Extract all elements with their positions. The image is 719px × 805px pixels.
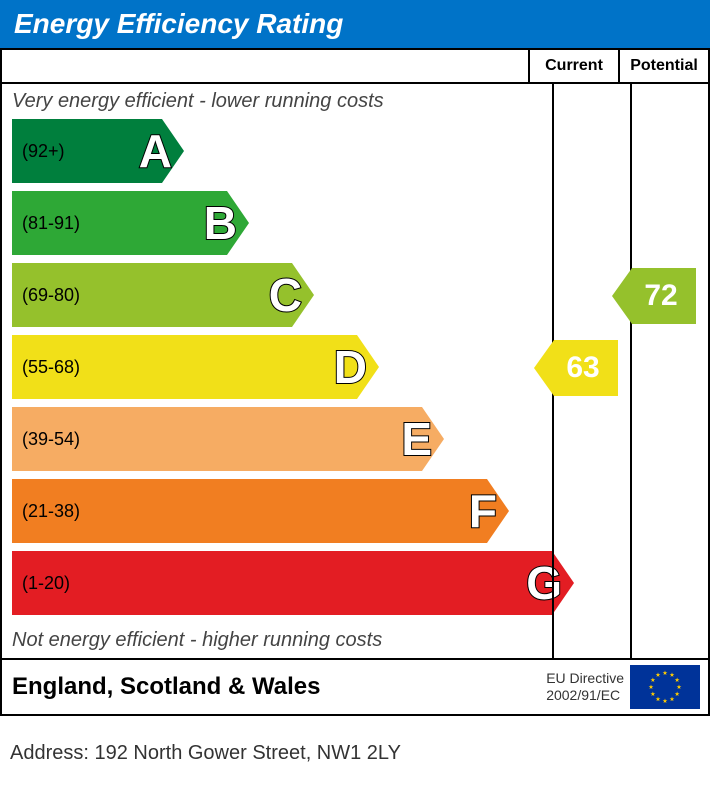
- band-c: (69-80) C: [12, 263, 552, 327]
- footer-row: England, Scotland & Wales EU Directive 2…: [2, 660, 708, 714]
- band-bar-g: (1-20)G: [12, 551, 552, 615]
- band-range-d: (55-68): [22, 357, 80, 378]
- band-letter-e: E: [401, 412, 432, 466]
- caption-bottom: Not energy efficient - higher running co…: [2, 623, 552, 658]
- address-line: Address: 192 North Gower Street, NW1 2LY: [0, 716, 710, 765]
- chart-title: Energy Efficiency Rating: [0, 0, 710, 48]
- header-potential: Potential: [618, 50, 708, 82]
- band-bar-b: (81-91)B: [12, 191, 227, 255]
- band-bar-e: (39-54)E: [12, 407, 422, 471]
- epc-chart: Energy Efficiency Rating Current Potenti…: [0, 0, 710, 765]
- current-pointer: 63: [534, 340, 618, 396]
- band-g: (1-20)G: [12, 551, 552, 615]
- current-pointer-arrow: [534, 340, 554, 396]
- current-pointer-value: 63: [554, 340, 618, 396]
- bars-column: Very energy efficient - lower running co…: [2, 84, 552, 658]
- band-f: (21-38) F: [12, 479, 552, 543]
- band-range-b: (81-91): [22, 213, 80, 234]
- band-letter-f: F: [469, 484, 497, 538]
- potential-column: 72: [630, 84, 708, 658]
- band-bar-f: (21-38)F: [12, 479, 487, 543]
- band-range-f: (21-38): [22, 501, 80, 522]
- header-spacer: [2, 50, 528, 82]
- band-letter-c: C: [269, 268, 302, 322]
- band-letter-a: A: [139, 124, 172, 178]
- band-range-a: (92+): [22, 141, 65, 162]
- band-e: (39-54) E: [12, 407, 552, 471]
- directive-line2: 2002/91/EC: [546, 687, 624, 704]
- body-row: Very energy efficient - lower running co…: [2, 84, 708, 660]
- directive-line1: EU Directive: [546, 670, 624, 687]
- band-d: (55-68) D: [12, 335, 552, 399]
- potential-pointer-arrow: [612, 268, 632, 324]
- band-letter-d: D: [334, 340, 367, 394]
- potential-pointer-value: 72: [632, 268, 696, 324]
- header-row: Current Potential: [2, 50, 708, 84]
- bars-area: (92+) A (81-91) B (69-80) C (55-68) D (39-54) E (2…: [2, 119, 552, 615]
- band-a: (92+) A: [12, 119, 552, 183]
- band-range-e: (39-54): [22, 429, 80, 450]
- potential-pointer: 72: [612, 268, 696, 324]
- current-column: 63: [552, 84, 630, 658]
- eu-flag-icon: [630, 665, 700, 709]
- band-b: (81-91) B: [12, 191, 552, 255]
- chart-body: Current Potential Very energy efficient …: [0, 48, 710, 716]
- band-letter-b: B: [204, 196, 237, 250]
- band-bar-d: (55-68)D: [12, 335, 357, 399]
- band-range-g: (1-20): [22, 573, 70, 594]
- caption-top: Very energy efficient - lower running co…: [2, 84, 552, 119]
- footer-region: England, Scotland & Wales: [2, 673, 546, 701]
- footer-directive: EU Directive 2002/91/EC: [546, 670, 630, 704]
- header-current: Current: [528, 50, 618, 82]
- band-range-c: (69-80): [22, 285, 80, 306]
- band-bar-c: (69-80)C: [12, 263, 292, 327]
- band-bar-a: (92+)A: [12, 119, 162, 183]
